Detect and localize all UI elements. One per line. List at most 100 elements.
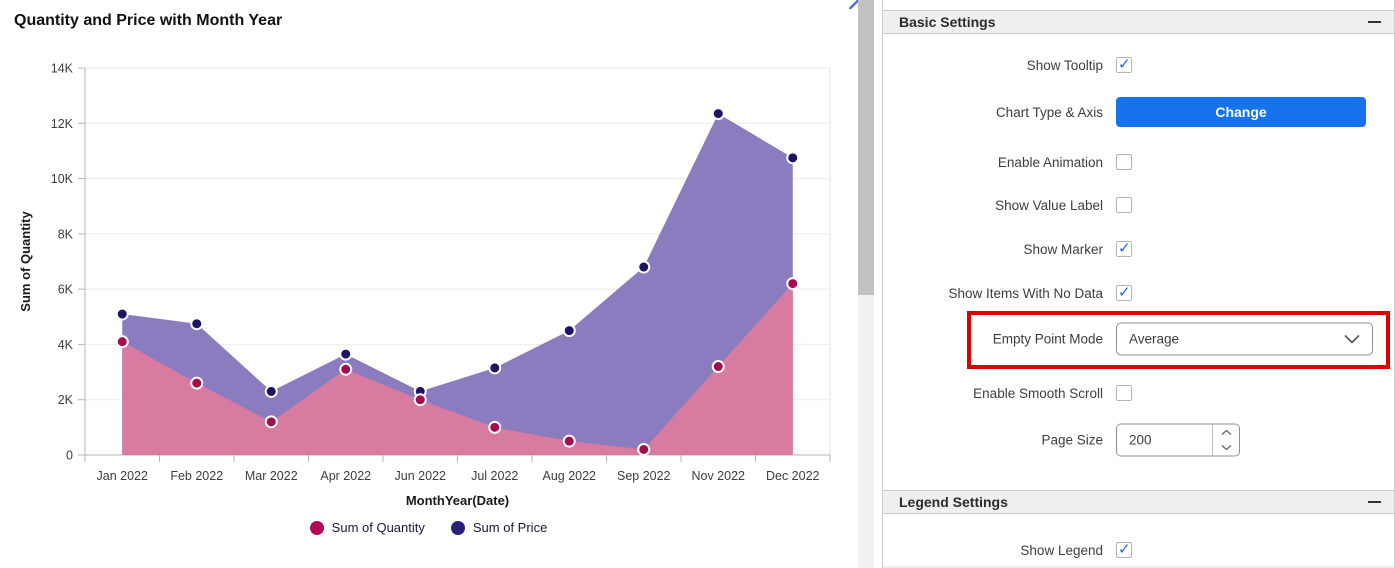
chart-title: Quantity and Price with Month Year: [14, 12, 283, 29]
marker-sum-of-quantity[interactable]: [488, 420, 502, 434]
legend-item-price[interactable]: Sum of Price: [450, 520, 548, 535]
show-marker-label: Show Marker: [1023, 241, 1103, 257]
y-axis-title: Sum of Quantity: [18, 211, 33, 312]
show-tooltip-row: Show Tooltip: [883, 55, 1380, 73]
legend-settings-header: Legend Settings: [883, 490, 1394, 514]
show-value-label-checkbox[interactable]: [1116, 197, 1132, 213]
legend-settings-title: Legend Settings: [899, 494, 1008, 510]
chart-type-axis-row: Chart Type & Axis Change: [883, 97, 1380, 127]
chevron-down-icon: [1344, 334, 1360, 344]
show-items-no-data-row: Show Items With No Data: [883, 283, 1380, 301]
next-section-edge: [883, 566, 1394, 568]
marker-sum-of-quantity[interactable]: [413, 393, 427, 407]
resize-handle-icon: [849, 0, 858, 9]
show-tooltip-checkbox[interactable]: [1116, 55, 1132, 73]
x-axis-title: MonthYear(Date): [406, 493, 509, 508]
empty-point-mode-value: Average: [1129, 331, 1180, 347]
chevron-up-icon: [1221, 429, 1231, 435]
y-tick-label: 10K: [51, 172, 74, 186]
y-tick-label: 14K: [51, 62, 74, 76]
marker-sum-of-quantity[interactable]: [562, 434, 576, 448]
marker-sum-of-price[interactable]: [562, 324, 576, 338]
x-tick-label: Feb 2022: [170, 469, 223, 483]
show-value-label-row: Show Value Label: [883, 197, 1380, 213]
show-items-no-data-checkbox[interactable]: [1116, 283, 1132, 301]
y-tick-label: 12K: [51, 117, 74, 131]
scrollbar-thumb[interactable]: [858, 0, 874, 295]
x-tick-label: Dec 2022: [766, 469, 820, 483]
marker-sum-of-quantity[interactable]: [190, 376, 204, 390]
page-size-row: Page Size: [883, 423, 1380, 457]
quantity-legend-dot-icon: [309, 520, 324, 535]
marker-sum-of-price[interactable]: [637, 260, 651, 274]
show-legend-row: Show Legend: [883, 540, 1380, 558]
spin-up-button[interactable]: [1213, 424, 1239, 440]
legend-label: Sum of Price: [472, 520, 548, 535]
basic-settings-title: Basic Settings: [899, 14, 996, 30]
legend-label: Sum of Quantity: [331, 520, 425, 535]
page-size-numberbox: [1116, 423, 1240, 457]
empty-point-mode-select[interactable]: Average: [1116, 322, 1373, 356]
show-tooltip-label: Show Tooltip: [1026, 57, 1103, 73]
price-legend-dot-icon: [450, 520, 465, 535]
marker-sum-of-price[interactable]: [711, 107, 725, 121]
marker-sum-of-price[interactable]: [488, 361, 502, 375]
x-tick-label: Jan 2022: [97, 469, 148, 483]
x-tick-label: Jul 2022: [471, 469, 518, 483]
marker-sum-of-quantity[interactable]: [637, 442, 651, 456]
x-tick-label: Nov 2022: [691, 469, 745, 483]
basic-settings-header: Basic Settings: [883, 10, 1394, 34]
show-marker-row: Show Marker: [883, 239, 1380, 257]
marker-sum-of-price[interactable]: [786, 151, 800, 165]
enable-animation-label: Enable Animation: [997, 154, 1103, 170]
chart-legend: Sum of Quantity Sum of Price: [0, 520, 857, 535]
x-tick-label: Mar 2022: [245, 469, 298, 483]
change-button[interactable]: Change: [1116, 97, 1366, 127]
vertical-scrollbar[interactable]: [858, 0, 874, 568]
marker-sum-of-quantity[interactable]: [786, 277, 800, 291]
marker-sum-of-quantity[interactable]: [339, 362, 353, 376]
x-tick-label: Aug 2022: [542, 469, 596, 483]
empty-point-mode-label: Empty Point Mode: [992, 331, 1103, 347]
y-tick-label: 2K: [58, 393, 74, 407]
area-sum-of-price: [122, 113, 793, 455]
y-tick-label: 8K: [58, 227, 74, 241]
show-legend-label: Show Legend: [1020, 542, 1103, 558]
collapse-minus-icon[interactable]: [1368, 21, 1381, 23]
enable-animation-row: Enable Animation: [883, 154, 1380, 170]
show-items-no-data-label: Show Items With No Data: [948, 285, 1103, 301]
settings-panel: Basic Settings Show Tooltip Chart Type &…: [882, 0, 1395, 568]
collapse-minus-icon[interactable]: [1368, 501, 1381, 503]
chevron-down-icon: [1221, 445, 1231, 451]
marker-sum-of-price[interactable]: [115, 307, 129, 321]
enable-smooth-scroll-row: Enable Smooth Scroll: [883, 385, 1380, 401]
show-value-label-label: Show Value Label: [995, 197, 1103, 213]
marker-sum-of-quantity[interactable]: [115, 335, 129, 349]
page-size-input[interactable]: [1117, 424, 1212, 456]
chart-canvas: 0 2K 4K 6K 8K 10K 12K 14K Jan 2022 Feb 2022 Mar 20…: [18, 62, 831, 508]
show-marker-checkbox[interactable]: [1116, 239, 1132, 257]
marker-sum-of-price[interactable]: [339, 347, 353, 361]
y-tick-label: 4K: [58, 338, 74, 352]
area-sum-of-quantity: [122, 283, 793, 455]
x-tick-label: Jun 2022: [395, 469, 446, 483]
enable-smooth-scroll-label: Enable Smooth Scroll: [973, 385, 1103, 401]
empty-point-mode-row: Empty Point Mode Average: [883, 322, 1380, 356]
page-size-spinner: [1212, 424, 1239, 456]
y-tick-label: 6K: [58, 283, 74, 297]
marker-sum-of-price[interactable]: [264, 384, 278, 398]
chart-panel: Quantity and Price with Month Year 0 2K 4K…: [0, 0, 858, 535]
page-size-label: Page Size: [1041, 432, 1103, 448]
marker-sum-of-price[interactable]: [190, 317, 204, 331]
x-tick-label: Sep 2022: [617, 469, 671, 483]
y-tick-label: 0: [66, 449, 73, 463]
chart-type-axis-label: Chart Type & Axis: [995, 104, 1103, 120]
legend-item-quantity[interactable]: Sum of Quantity: [309, 520, 425, 535]
marker-sum-of-quantity[interactable]: [711, 360, 725, 374]
x-tick-label: Apr 2022: [320, 469, 371, 483]
marker-sum-of-quantity[interactable]: [264, 415, 278, 429]
enable-animation-checkbox[interactable]: [1116, 154, 1132, 170]
enable-smooth-scroll-checkbox[interactable]: [1116, 385, 1132, 401]
spin-down-button[interactable]: [1213, 440, 1239, 456]
show-legend-checkbox[interactable]: [1116, 540, 1132, 558]
